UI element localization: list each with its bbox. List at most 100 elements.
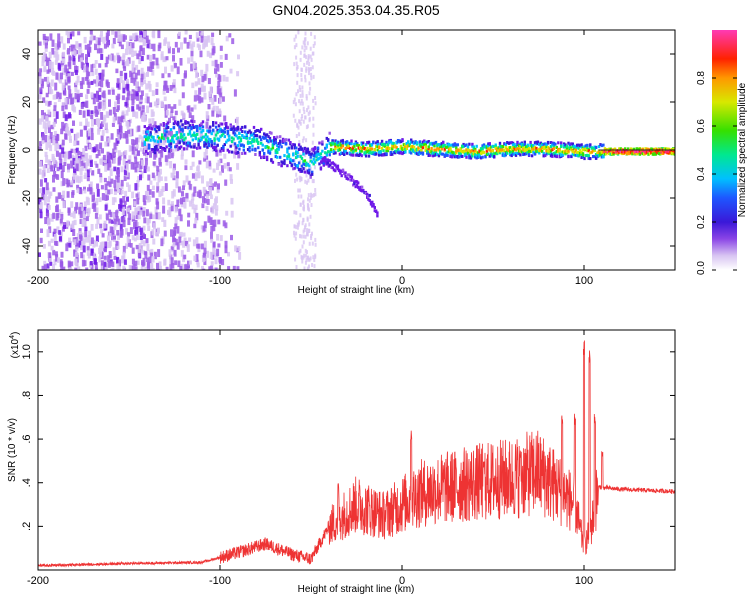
heatmap-cell [214, 68, 217, 74]
heatmap-cell [310, 72, 313, 77]
heatmap-cell [203, 247, 207, 254]
colorbar-tick-label: 0.6 [696, 119, 707, 133]
heatmap-cell [129, 70, 133, 78]
heatmap-cell [52, 212, 56, 219]
heatmap-cell [167, 130, 171, 136]
heatmap-cell [252, 132, 256, 136]
heatmap-cell [206, 145, 209, 149]
heatmap-cell [45, 208, 49, 217]
heatmap-cell [300, 164, 304, 168]
heatmap-cell [136, 104, 140, 110]
heatmap-cell [376, 211, 379, 215]
heatmap-cell [311, 65, 314, 70]
heatmap-cell [85, 161, 89, 166]
heatmap-cell [61, 226, 65, 232]
heatmap-cell [42, 33, 46, 40]
heatmap-cell [504, 153, 507, 157]
heatmap-cell [551, 141, 554, 145]
heatmap-cell [142, 210, 146, 217]
heatmap-cell [577, 154, 580, 158]
heatmap-cell [198, 123, 202, 127]
heatmap-cell [62, 111, 66, 119]
heatmap-cell [110, 268, 114, 270]
heatmap-cell [119, 70, 123, 77]
heatmap-cell [166, 121, 170, 125]
heatmap-cell [260, 138, 263, 142]
heatmap-cell [293, 158, 296, 163]
heatmap-cell [146, 105, 150, 114]
heatmap-cell [149, 138, 152, 142]
heatmap-cell [309, 86, 312, 91]
heatmap-cell [305, 258, 308, 263]
heatmap-cell [172, 235, 175, 243]
heatmap-cell [426, 140, 429, 144]
heatmap-cell [395, 146, 398, 150]
heatmap-cell [107, 89, 111, 95]
heatmap-cell [201, 120, 205, 124]
heatmap-cell [274, 155, 277, 159]
snr-y-multiplier: (x104) [9, 332, 21, 359]
heatmap-cell [673, 150, 675, 154]
heatmap-cell [61, 142, 65, 150]
heatmap-cell [296, 154, 299, 158]
heatmap-cell [218, 88, 222, 96]
heatmap-cell [162, 137, 166, 146]
heatmap-cell [141, 262, 145, 267]
heatmap-cell [315, 150, 318, 154]
heatmap-cell [42, 165, 46, 173]
heatmap-cell [97, 168, 101, 174]
heatmap-cell [344, 142, 347, 146]
heatmap-cell [337, 144, 340, 148]
heatmap-cell [321, 149, 324, 153]
heatmap-cell [52, 137, 56, 146]
heatmap-cell [59, 77, 63, 84]
heatmap-cell [165, 133, 169, 139]
heatmap-cell [162, 88, 166, 95]
heatmap-cell [447, 150, 451, 154]
heatmap-cell [139, 46, 143, 51]
heatmap-cell [428, 149, 432, 153]
heatmap-cell [523, 152, 526, 156]
heatmap-cell [214, 209, 218, 216]
heatmap-cell [86, 250, 90, 256]
heatmap-cell [593, 147, 596, 151]
heatmap-cell [360, 189, 364, 193]
heatmap-cell [404, 150, 407, 154]
heatmap-cell [303, 37, 306, 42]
heatmap-cell [307, 228, 310, 233]
heatmap-cell [125, 228, 129, 235]
heatmap-cell [570, 146, 573, 150]
heatmap-cell [389, 151, 392, 155]
heatmap-cell [194, 173, 198, 182]
heatmap-cell [305, 163, 308, 167]
heatmap-cell [248, 141, 251, 145]
heatmap-cell [586, 153, 589, 157]
heatmap-cell [299, 202, 302, 207]
heatmap-cell [94, 43, 97, 51]
heatmap-cell [134, 72, 138, 80]
heatmap-cell [164, 104, 168, 111]
heatmap-cell [235, 145, 238, 149]
heatmap-cell [180, 188, 184, 194]
heatmap-cell [116, 78, 120, 84]
heatmap-cell [302, 149, 305, 153]
heatmap-cell [201, 129, 205, 133]
heatmap-cell [198, 191, 202, 199]
heatmap-cell [292, 143, 295, 147]
heatmap-cell [506, 149, 509, 153]
heatmap-cell [401, 152, 404, 156]
heatmap-cell [252, 125, 256, 129]
heatmap-cell [215, 105, 219, 114]
heatmap-cell [184, 165, 188, 171]
heatmap-cell [175, 122, 178, 126]
heatmap-cell [511, 143, 515, 147]
heatmap-cell [181, 92, 185, 99]
heatmap-cell [104, 141, 108, 147]
heatmap-cell [305, 161, 308, 165]
heatmap-cell [75, 246, 79, 251]
heatmap-cell [257, 129, 260, 132]
heatmap-cell [38, 118, 42, 125]
heatmap-cell [461, 144, 464, 148]
heatmap-cell [46, 229, 50, 238]
heatmap-cell [138, 134, 142, 140]
